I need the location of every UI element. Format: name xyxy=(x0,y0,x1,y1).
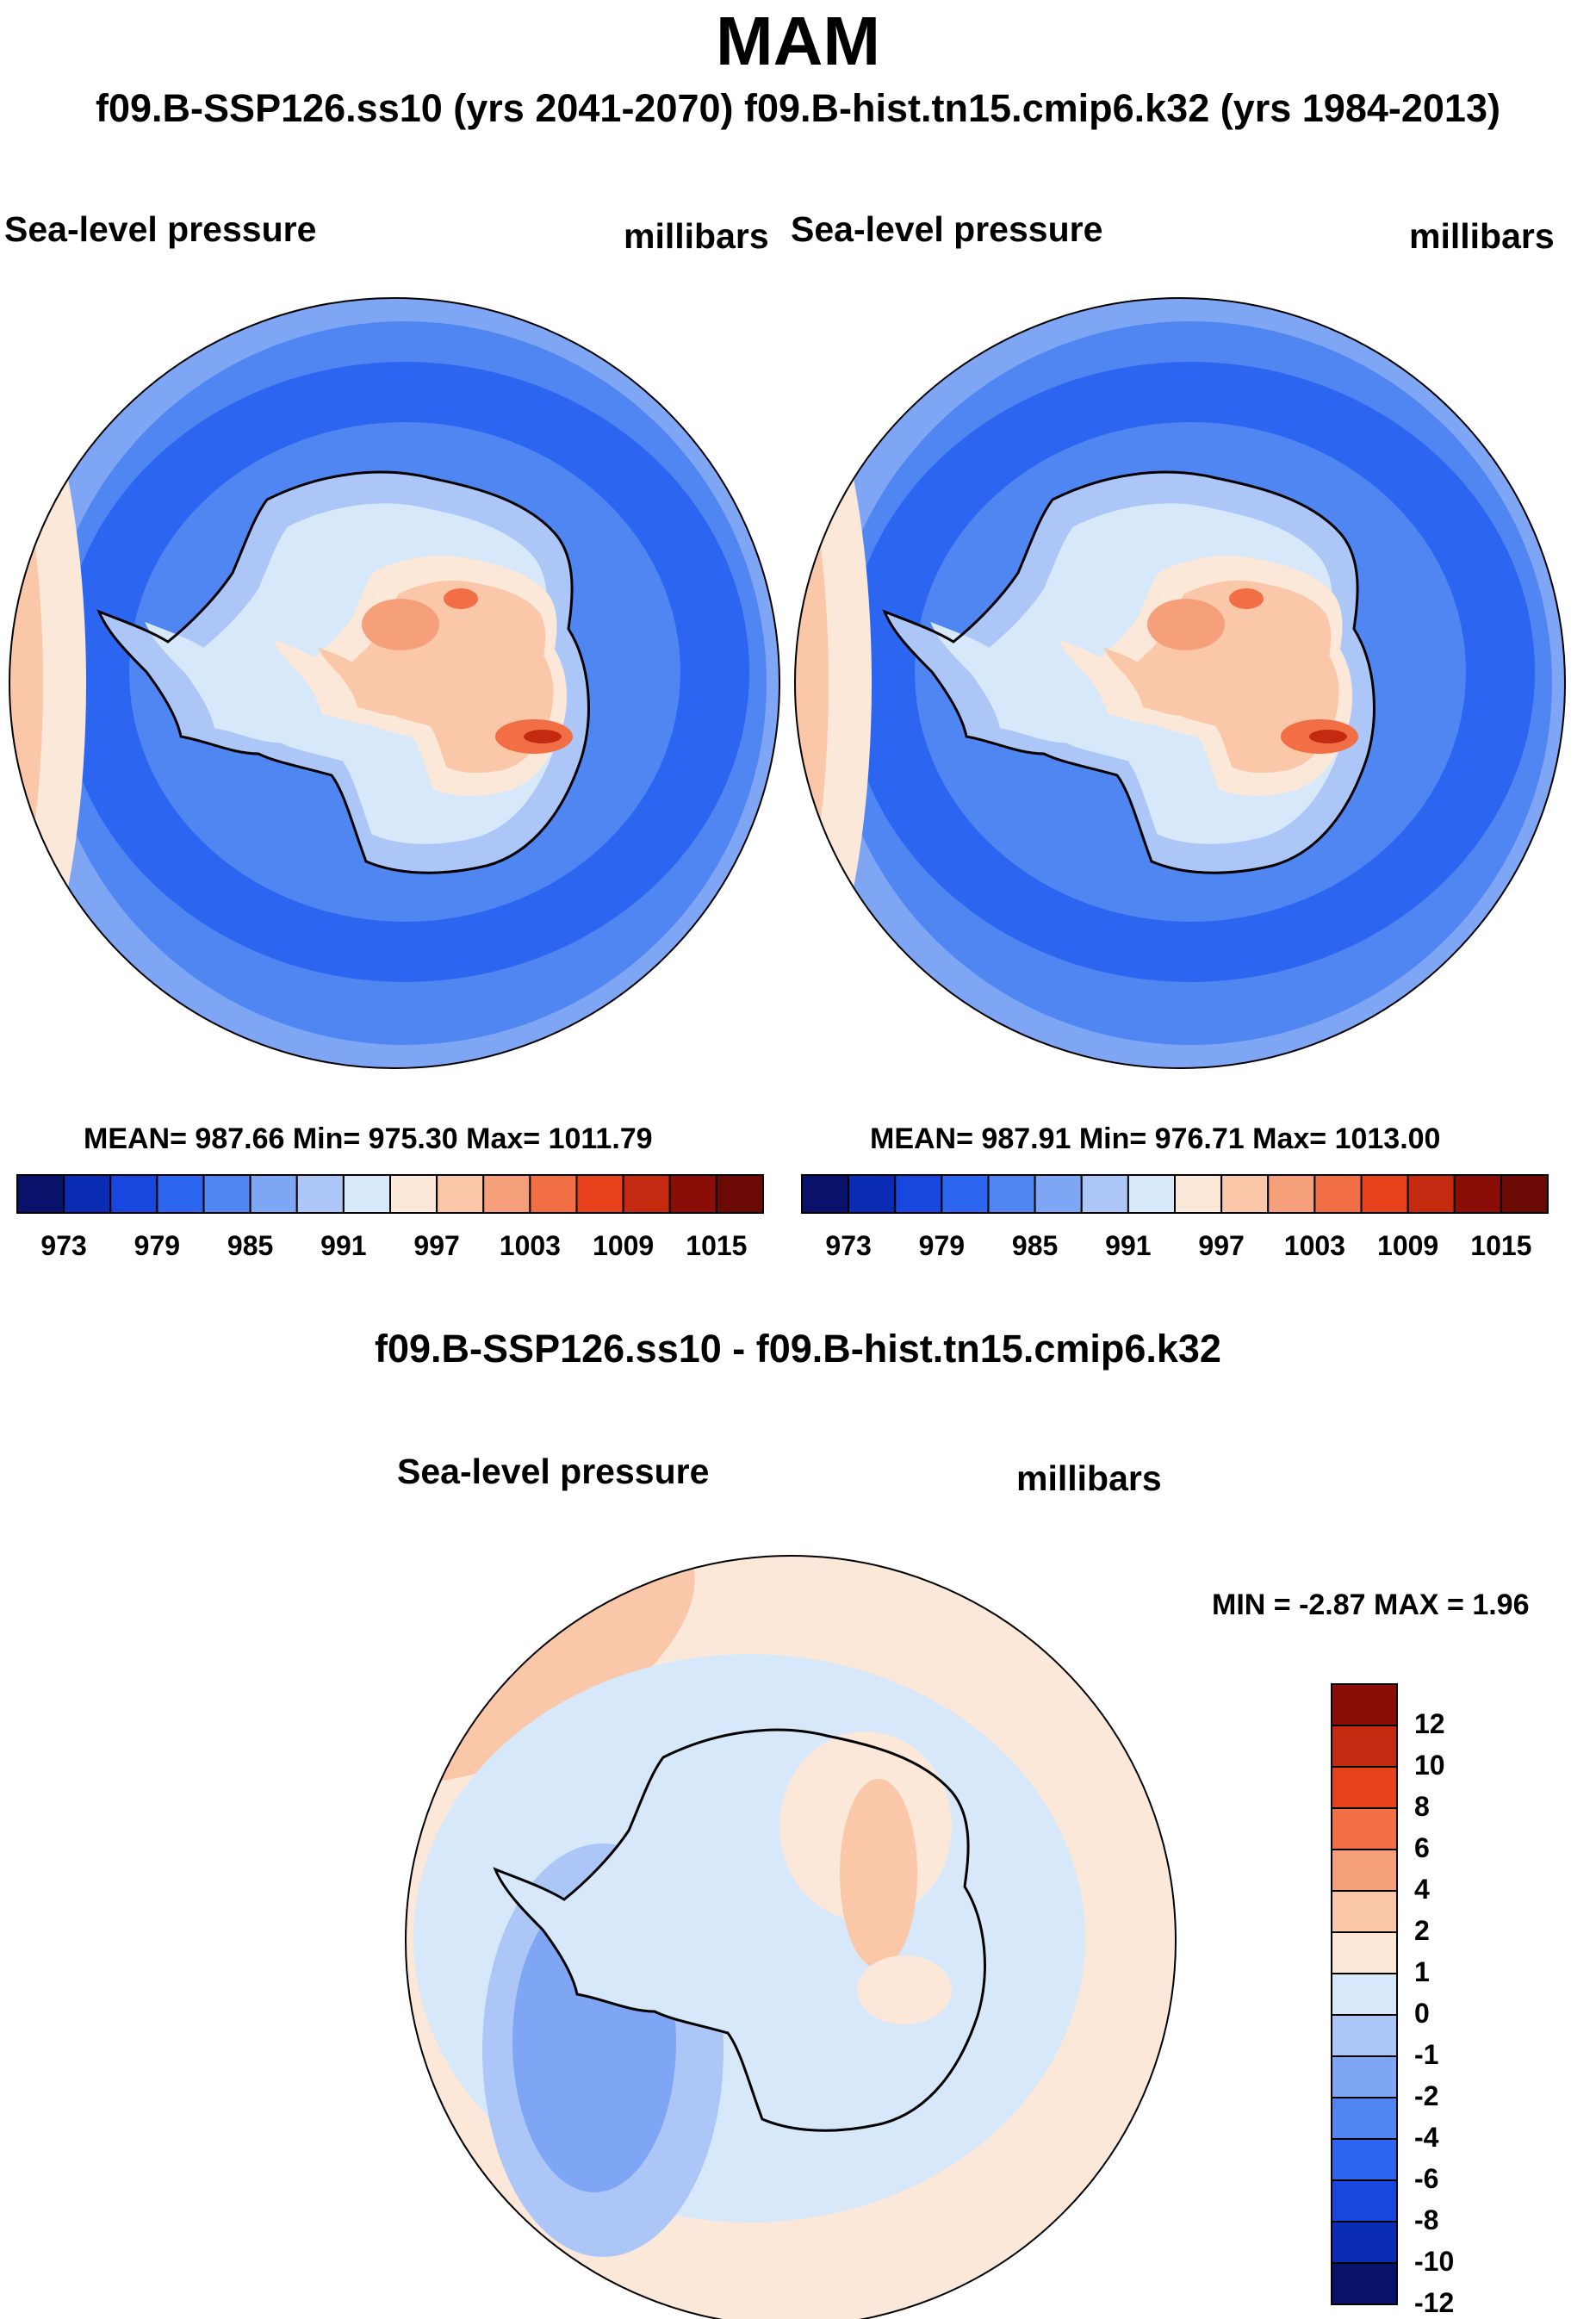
colorbar-tick-label: -8 xyxy=(1414,2204,1439,2235)
colorbar-tick-label: 12 xyxy=(1414,1708,1445,1739)
colorbar-tick-label: 991 xyxy=(1105,1230,1152,1261)
colorbar-swatch xyxy=(1500,1174,1549,1214)
panel1-variable-label: Sea-level pressure xyxy=(4,209,317,249)
panel2-units-label: millibars xyxy=(1409,216,1555,256)
colorbar-tick-label: -12 xyxy=(1414,2287,1455,2318)
colorbar-tick-label: 973 xyxy=(40,1230,87,1261)
colorbar-swatch xyxy=(1331,2138,1398,2181)
panel1-stats: MEAN= 987.66 Min= 975.30 Max= 1011.79 xyxy=(84,1122,653,1155)
colorbar-tick-label: 1 xyxy=(1414,1956,1430,1987)
colorbar-tick-label: 979 xyxy=(134,1230,181,1261)
panel1-units-label: millibars xyxy=(624,216,769,256)
colorbar-tick-label: -2 xyxy=(1414,2080,1439,2111)
colorbar-tick-label: 1009 xyxy=(1377,1230,1439,1261)
colorbar-tick-label: 1009 xyxy=(593,1230,655,1261)
colorbar-swatch xyxy=(1331,1973,1398,2016)
difference-stats: MIN = -2.87 MAX = 1.96 xyxy=(1212,1588,1530,1621)
colorbar-swatch xyxy=(1080,1174,1129,1214)
colorbar-tick-label: 2 xyxy=(1414,1915,1430,1946)
colorbar-swatch xyxy=(1331,2221,1398,2264)
colorbar-swatch xyxy=(1331,1849,1398,1892)
colorbar-swatch xyxy=(941,1174,990,1214)
colorbar-tick-label: 1003 xyxy=(499,1230,561,1261)
panel2-variable-label: Sea-level pressure xyxy=(791,209,1103,249)
colorbar-tick-label: 997 xyxy=(1198,1230,1245,1261)
colorbar-swatch xyxy=(1331,2097,1398,2140)
colorbar-swatch xyxy=(1313,1174,1363,1214)
colorbar-tick-label: 979 xyxy=(918,1230,966,1261)
colorbar-tick-label: 8 xyxy=(1414,1791,1430,1822)
colorbar-tick-label: -1 xyxy=(1414,2039,1439,2070)
colorbar-swatch xyxy=(1331,2262,1398,2305)
colorbar-tick-label: -6 xyxy=(1414,2163,1439,2194)
colorbar-tick-label: 10 xyxy=(1414,1750,1445,1781)
colorbar-tick-label: -10 xyxy=(1414,2246,1455,2277)
colorbar-tick-label: 997 xyxy=(413,1230,460,1261)
colorbar-tick-label: 1015 xyxy=(1470,1230,1532,1261)
colorbar-tick-label: 1015 xyxy=(686,1230,748,1261)
colorbar-swatch xyxy=(1331,2014,1398,2057)
colorbar-swatch xyxy=(575,1174,624,1214)
colorbar-swatch xyxy=(1360,1174,1409,1214)
panel2-field xyxy=(795,298,1565,1068)
main-title: MAM xyxy=(715,3,881,79)
colorbar-swatch xyxy=(1331,1807,1398,1850)
subtitle: f09.B-SSP126.ss10 (yrs 2041-2070) f09.B-… xyxy=(96,86,1500,130)
colorbar-swatch xyxy=(715,1174,764,1214)
difference-title: f09.B-SSP126.ss10 - f09.B-hist.tn15.cmip… xyxy=(375,1327,1221,1371)
colorbar-tick-label: 985 xyxy=(227,1230,274,1261)
colorbar-swatch xyxy=(482,1174,531,1214)
colorbar-swatch xyxy=(801,1174,850,1214)
difference-field xyxy=(406,1556,1176,2319)
colorbar-tick-label: 0 xyxy=(1414,1998,1430,2029)
colorbar-swatch xyxy=(848,1174,897,1214)
panel2-stats: MEAN= 987.91 Min= 976.71 Max= 1013.00 xyxy=(870,1122,1441,1155)
colorbar-swatch xyxy=(622,1174,671,1214)
colorbar-tick-label: 1003 xyxy=(1283,1230,1345,1261)
colorbar-tick-label: -4 xyxy=(1414,2122,1439,2153)
colorbar-tick-label: 991 xyxy=(320,1230,367,1261)
colorbar-swatch xyxy=(1034,1174,1083,1214)
colorbar-swatch xyxy=(1267,1174,1316,1214)
colorbar-swatch xyxy=(1331,1683,1398,1726)
colorbar-swatch xyxy=(1331,2055,1398,2098)
colorbar-tick-label: 973 xyxy=(825,1230,872,1261)
colorbar-swatch xyxy=(1331,1725,1398,1768)
colorbar-tick-label: 4 xyxy=(1414,1874,1430,1905)
colorbar-swatch xyxy=(202,1174,252,1214)
colorbar-swatch xyxy=(1331,1890,1398,1933)
colorbar-tick-label: 985 xyxy=(1011,1230,1059,1261)
colorbar-swatch xyxy=(156,1174,205,1214)
colorbar-swatch xyxy=(1331,1766,1398,1809)
difference-units-label: millibars xyxy=(1016,1458,1162,1498)
colorbar-swatch xyxy=(16,1174,65,1214)
difference-variable-label: Sea-level pressure xyxy=(397,1452,710,1491)
colorbar-swatch xyxy=(1331,1931,1398,1974)
colorbar-tick-label: 6 xyxy=(1414,1832,1430,1863)
colorbar-swatch xyxy=(436,1174,485,1214)
colorbar-swatch xyxy=(668,1174,717,1214)
colorbar-swatch xyxy=(1174,1174,1223,1214)
colorbar-swatch xyxy=(1331,2179,1398,2223)
